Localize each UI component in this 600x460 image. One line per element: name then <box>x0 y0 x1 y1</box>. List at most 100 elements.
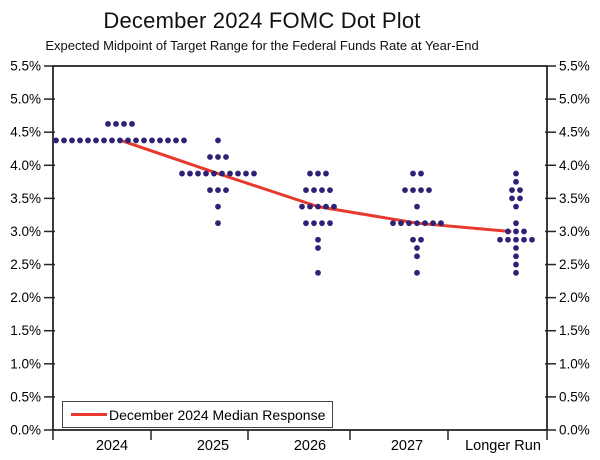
projection-dot <box>390 220 396 227</box>
y-tick-label-left: 2.5% <box>10 257 41 272</box>
projection-dot <box>117 137 123 144</box>
y-tick-label-left: 2.0% <box>10 290 41 305</box>
projection-dot <box>251 170 257 177</box>
y-tick-label-left: 4.5% <box>10 125 41 140</box>
y-tick-label-left: 0.5% <box>10 389 41 404</box>
projection-dot <box>69 137 75 144</box>
projection-dot <box>215 154 221 160</box>
projection-dot <box>165 137 171 144</box>
projection-dot <box>521 236 527 243</box>
y-axis: 5.5% 5.5% 5.0% 5.0% 4.5% 4.5% 4.0% 4.0% 3.5% 3.5%… <box>10 59 590 438</box>
projection-dot <box>243 170 249 177</box>
projection-dot <box>327 187 333 193</box>
projection-dot <box>311 220 317 227</box>
median-line-swatch <box>71 413 107 416</box>
projection-dot <box>513 269 519 276</box>
projection-dot <box>179 170 185 177</box>
y-tick-label-left: 3.5% <box>10 191 41 206</box>
y-tick-label-right: 0.0% <box>559 423 590 438</box>
plot-border <box>52 65 548 431</box>
legend: December 2024 Median Response <box>62 401 333 428</box>
projection-dot <box>517 187 523 193</box>
projection-dot <box>513 245 519 251</box>
y-tick-label-left: 3.0% <box>10 224 41 239</box>
projection-dot <box>203 170 209 177</box>
projection-dot <box>109 137 115 144</box>
y-tick-label-right: 1.0% <box>559 356 590 371</box>
dot-column-2025 <box>179 137 257 227</box>
projection-dot <box>303 220 309 227</box>
projection-dot <box>319 187 325 193</box>
projection-dot <box>517 195 523 202</box>
projection-dot <box>521 228 527 235</box>
projection-dot <box>105 121 111 127</box>
projection-dot <box>207 187 213 193</box>
projection-dot <box>418 170 424 177</box>
projection-dot <box>299 203 305 210</box>
projection-dot <box>410 187 416 193</box>
projection-dot <box>215 137 221 144</box>
projection-dot <box>414 253 420 260</box>
y-tick-label-right: 0.5% <box>559 389 590 404</box>
projection-dot <box>513 220 519 227</box>
projection-dot <box>125 137 131 144</box>
projection-dot <box>149 137 155 144</box>
projection-dot <box>223 154 229 160</box>
projection-dot <box>509 187 515 193</box>
projection-dot <box>414 203 420 210</box>
projection-dot <box>101 137 107 144</box>
y-tick-label-right: 4.5% <box>559 125 590 140</box>
dot-column-2026 <box>299 170 337 276</box>
dot-column-longer-run <box>497 170 535 276</box>
x-axis-label: 2024 <box>96 438 128 454</box>
projection-dot <box>430 220 436 227</box>
projection-dot <box>77 137 83 144</box>
projection-dot <box>93 137 99 144</box>
projection-dot <box>215 187 221 193</box>
projection-dot <box>414 269 420 276</box>
projection-dot <box>211 170 217 177</box>
projection-dot <box>513 228 519 235</box>
projection-dot <box>235 170 241 177</box>
y-tick-label-right: 4.0% <box>559 158 590 173</box>
projection-dot <box>113 121 119 127</box>
y-tick-label-right: 5.5% <box>559 59 590 74</box>
projection-dot <box>181 137 187 144</box>
projection-dot <box>85 137 91 144</box>
projection-dot <box>303 187 309 193</box>
x-axis-label: 2025 <box>197 438 229 454</box>
projection-dot <box>422 220 428 227</box>
projection-dot <box>438 220 444 227</box>
dot-column-2024 <box>53 121 187 144</box>
projection-dot <box>173 137 179 144</box>
projection-dot <box>418 236 424 243</box>
projection-dot <box>227 170 233 177</box>
projection-dot <box>426 187 432 193</box>
projection-dot <box>53 137 59 144</box>
projection-dot <box>410 236 416 243</box>
projection-dot <box>219 170 225 177</box>
projection-dot <box>315 170 321 177</box>
projection-dot <box>513 253 519 260</box>
projection-dot <box>215 220 221 227</box>
projection-dot <box>398 220 404 227</box>
projection-dot <box>61 137 67 144</box>
x-axis-label: 2027 <box>391 438 423 454</box>
projection-dot <box>406 220 412 227</box>
projection-dot <box>509 195 515 202</box>
projection-dot <box>418 187 424 193</box>
projection-dot <box>157 137 163 144</box>
y-tick-label-right: 2.0% <box>559 290 590 305</box>
projection-dot <box>414 245 420 251</box>
dot-column-2027 <box>390 170 444 276</box>
projection-dot <box>215 203 221 210</box>
projection-dot <box>307 170 313 177</box>
y-tick-label-right: 3.0% <box>559 224 590 239</box>
projection-dot <box>133 137 139 144</box>
x-axis-label: Longer Run <box>465 438 541 454</box>
projection-dot <box>187 170 193 177</box>
projection-dot <box>505 236 511 243</box>
y-tick-label-left: 1.0% <box>10 356 41 371</box>
projection-dot <box>315 236 321 243</box>
